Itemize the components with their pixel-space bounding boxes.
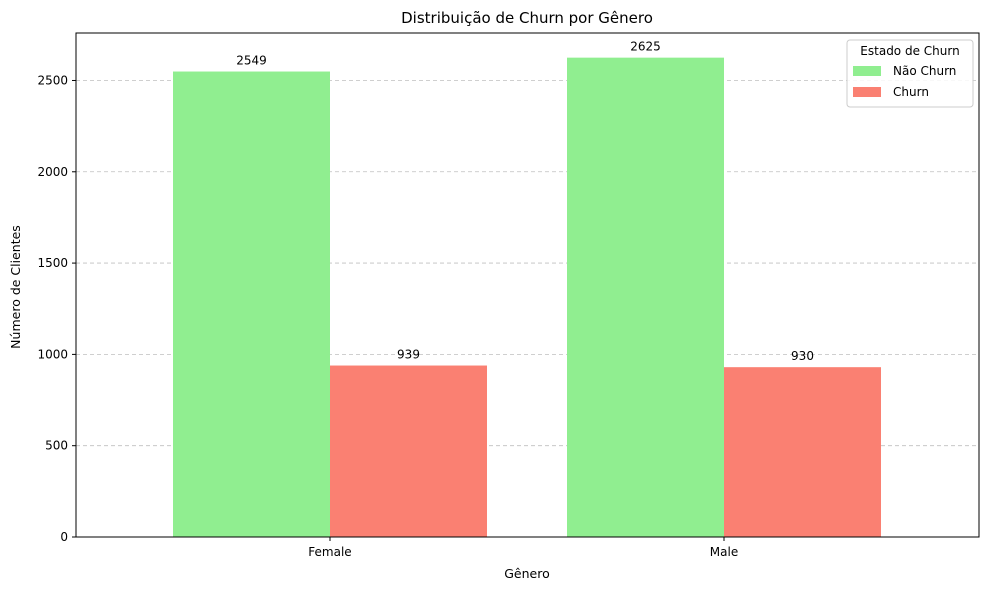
- x-axis-ticks: Female Male: [308, 537, 738, 559]
- x-axis-label: Gênero: [504, 566, 550, 581]
- plot-area: 2549 939 2625 930 0 500 1000 1500 2000 2500 Fema…: [37, 32, 980, 559]
- y-axis-label: Número de Clientes: [8, 225, 23, 349]
- bar: [173, 71, 330, 538]
- legend-entry-label: Churn: [893, 85, 929, 99]
- bar-value-label: 2549: [236, 54, 267, 68]
- bar: [330, 365, 487, 537]
- y-tick-label: 2500: [37, 73, 68, 87]
- bar-value-label: 939: [397, 348, 420, 362]
- bar-labels: 2549 939 2625 930: [236, 40, 814, 364]
- y-tick-label: 1500: [37, 256, 68, 270]
- legend-swatch: [853, 66, 881, 76]
- bar-value-label: 930: [791, 349, 814, 363]
- x-tick-label: Female: [308, 545, 351, 559]
- chart-title: Distribuição de Churn por Gênero: [401, 9, 653, 27]
- legend: Estado de Churn Não Churn Churn: [846, 39, 974, 108]
- y-axis-ticks: 0 500 1000 1500 2000 2500: [37, 73, 76, 544]
- y-tick-label: 2000: [37, 165, 68, 179]
- y-tick-label: 1000: [37, 347, 68, 361]
- legend-title: Estado de Churn: [860, 44, 959, 58]
- y-tick-label: 500: [45, 439, 68, 453]
- bar: [567, 57, 724, 538]
- bars: [173, 57, 881, 538]
- bar: [724, 367, 881, 537]
- x-tick-label: Male: [710, 545, 738, 559]
- legend-entry-label: Não Churn: [893, 64, 956, 78]
- legend-swatch: [853, 87, 881, 97]
- y-tick-label: 0: [60, 530, 68, 544]
- plot-frame: [75, 32, 980, 538]
- bar-value-label: 2625: [630, 40, 661, 54]
